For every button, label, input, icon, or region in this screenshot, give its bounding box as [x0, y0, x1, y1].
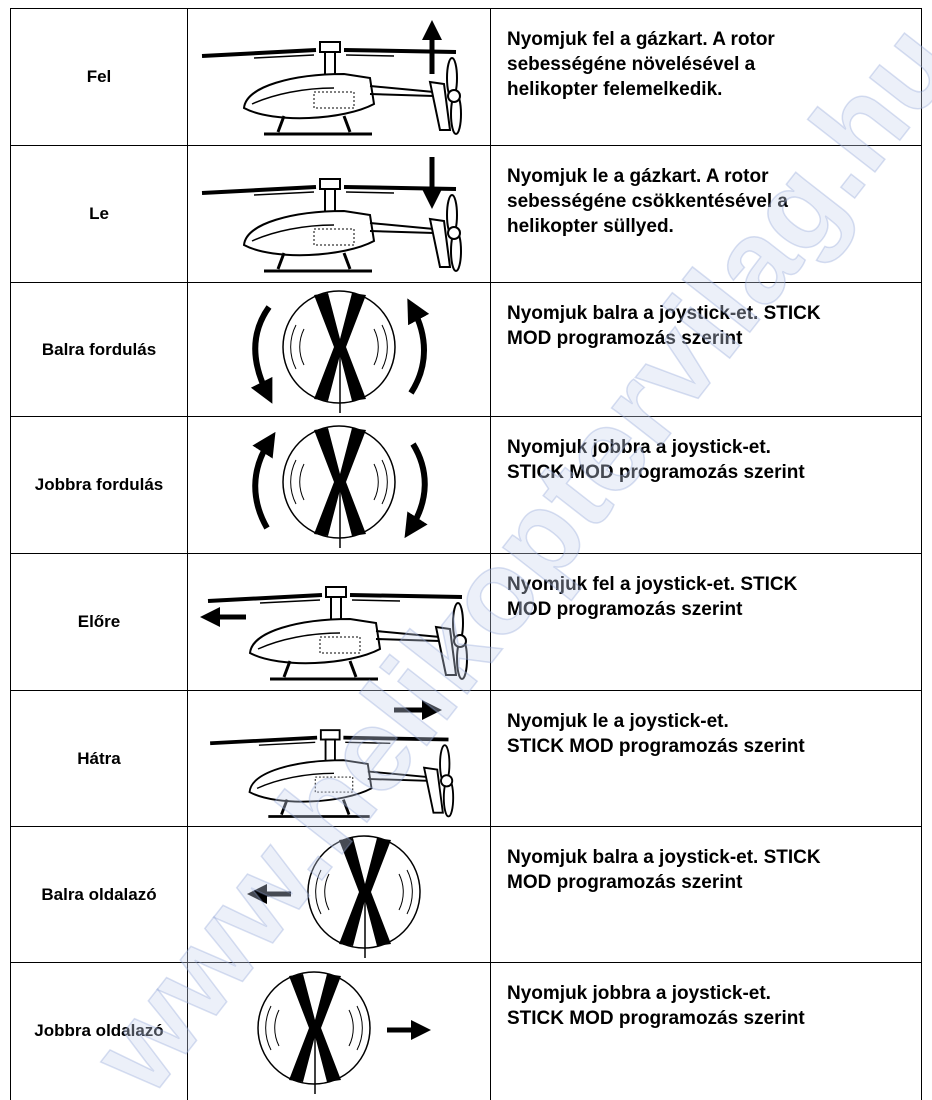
- row-label: Hátra: [10, 690, 188, 827]
- text-line: Nyomjuk le a gázkart. A rotor: [507, 166, 769, 187]
- row-label: Fel: [10, 8, 188, 146]
- description: Nyomjuk le a gázkart. A rotor sebességén…: [490, 145, 922, 283]
- text-line: Nyomjuk le a joystick-et.: [507, 711, 729, 732]
- row-label: Előre: [10, 553, 188, 691]
- description: Nyomjuk balra a joystick-et. STICK MOD p…: [490, 826, 922, 963]
- row: Le Nyomjuk le a gázkart. A rotor sebessé…: [10, 145, 922, 283]
- description: Nyomjuk balra a joystick-et. STICK MOD p…: [490, 282, 922, 417]
- illustration-cell: [187, 8, 491, 146]
- row: Hátra Nyomjuk le a joystick-et. STICK MO…: [10, 690, 922, 827]
- helicopter: [200, 40, 463, 136]
- row-label: Balra oldalazó: [10, 826, 188, 963]
- illustration-cell: [187, 282, 491, 417]
- text-line: STICK MOD programozás szerint: [507, 736, 805, 757]
- helicopter: [208, 727, 456, 818]
- text-line: MOD programozás szerint: [507, 328, 743, 349]
- illustration-cell: [187, 145, 491, 283]
- text-line: STICK MOD programozás szerint: [507, 462, 805, 483]
- description: Nyomjuk jobbra a joystick-et. STICK MOD …: [490, 962, 922, 1100]
- illustration: [200, 585, 469, 681]
- rotor-disc: [282, 289, 396, 414]
- row: Jobbra oldalazó Nyomjuk jobbra a joystic…: [10, 962, 922, 1100]
- illustration-cell: [187, 826, 491, 963]
- text-line: sebességéne növelésével a: [507, 54, 756, 75]
- illustration-cell: [187, 416, 491, 554]
- rotor-disc: [257, 971, 371, 1095]
- turn-arrow: [252, 431, 276, 530]
- row: Balra fordulás Nyomjuk balra a joystick-…: [10, 282, 922, 417]
- description: Nyomjuk fel a gázkart. A rotor sebességé…: [490, 8, 922, 146]
- row: Előre Nyomjuk fel a joystick-et. STICK M…: [10, 553, 922, 691]
- text-line: Nyomjuk balra a joystick-et. STICK: [507, 847, 821, 868]
- rotor-disc: [307, 834, 421, 959]
- text-line: MOD programozás szerint: [507, 872, 743, 893]
- illustration-cell: [187, 962, 491, 1100]
- control-table: Fel Nyomjuk fel a gázkart. A rotor sebes…: [10, 8, 922, 1100]
- helicopter: [200, 177, 463, 273]
- row: Balra oldalazó Nyomjuk balra a joystick-…: [10, 826, 922, 963]
- illustration: [250, 289, 430, 414]
- text-line: Nyomjuk jobbra a joystick-et.: [507, 437, 771, 458]
- turn-arrow: [250, 304, 273, 404]
- text-line: Nyomjuk fel a gázkart. A rotor: [507, 29, 775, 50]
- text-line: Nyomjuk balra a joystick-et. STICK: [507, 303, 821, 324]
- illustration: [247, 834, 421, 959]
- illustration-cell: [187, 690, 491, 827]
- row-label: Le: [10, 145, 188, 283]
- rotor-disc: [282, 425, 396, 549]
- illustration: [200, 20, 463, 136]
- text-line: sebességéne csökkentésével a: [507, 191, 788, 212]
- text-line: MOD programozás szerint: [507, 599, 743, 620]
- row-label: Jobbra oldalazó: [10, 962, 188, 1100]
- text-line: Nyomjuk fel a joystick-et. STICK: [507, 574, 798, 595]
- description: Nyomjuk jobbra a joystick-et. STICK MOD …: [490, 416, 922, 554]
- row-label: Balra fordulás: [10, 282, 188, 417]
- row: Jobbra fordulás Nyomjuk jobbra a joystic…: [10, 416, 922, 554]
- helicopter: [206, 585, 469, 681]
- illustration-cell: [187, 553, 491, 691]
- description: Nyomjuk le a joystick-et. STICK MOD prog…: [490, 690, 922, 827]
- description: Nyomjuk fel a joystick-et. STICK MOD pro…: [490, 553, 922, 691]
- row-label: Jobbra fordulás: [10, 416, 188, 554]
- turn-arrow: [407, 297, 430, 395]
- illustration: [208, 699, 456, 818]
- turn-arrow: [404, 442, 428, 539]
- text-line: helikopter felemelkedik.: [507, 79, 723, 100]
- text-line: helikopter süllyed.: [507, 216, 674, 237]
- row: Fel Nyomjuk fel a gázkart. A rotor sebes…: [10, 8, 922, 146]
- illustration: [257, 971, 431, 1095]
- illustration: [252, 425, 428, 549]
- text-line: Nyomjuk jobbra a joystick-et.: [507, 983, 771, 1004]
- text-line: STICK MOD programozás szerint: [507, 1008, 805, 1029]
- illustration: [200, 157, 463, 273]
